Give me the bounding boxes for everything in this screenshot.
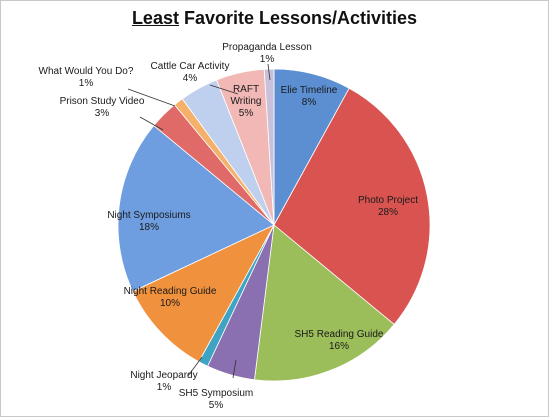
leader-line (127, 88, 176, 107)
pie-slice-propaganda-lesson (263, 68, 275, 226)
slice-percent: 18% (139, 222, 159, 233)
chart-title: Least Favorite Lessons/Activities (0, 8, 549, 29)
chart-title-emphasis: Least (131, 8, 179, 28)
slice-percent: 3% (95, 108, 110, 119)
slice-name: Writing (231, 96, 262, 107)
slice-name: Cattle Car Activity (151, 61, 230, 72)
slice-label: Night Symposiums 18% (107, 210, 190, 233)
slice-name: Photo Project (358, 195, 418, 206)
leader-line (139, 116, 164, 131)
leader-line (232, 359, 237, 379)
slice-percent: 1% (79, 78, 94, 89)
slice-name: Propaganda Lesson (222, 42, 312, 53)
slice-name: Night Jeopardy (130, 370, 197, 381)
slice-label: Prison Study Video 3% (60, 96, 145, 119)
chart-title-rest: Favorite Lessons/Activities (178, 8, 418, 28)
slice-label: Elie Timeline 8% (281, 85, 338, 108)
slice-percent: 4% (183, 73, 198, 84)
slice-label: What Would You Do? 1% (39, 66, 134, 89)
pie-slice-sh5-reading-guide (254, 224, 395, 382)
slice-percent: 5% (239, 108, 254, 119)
slice-label: Night Jeopardy 1% (130, 370, 197, 393)
slice-name: SH5 Reading Guide (295, 329, 384, 340)
slice-percent: 1% (157, 382, 172, 393)
slice-name: Night Symposiums (107, 210, 190, 221)
slice-name: RAFT (233, 84, 259, 95)
slice-percent: 1% (260, 54, 275, 65)
slice-name: Elie Timeline (281, 85, 338, 96)
pie-slice-photo-project (273, 87, 431, 326)
slice-label: Cattle Car Activity 4% (151, 61, 230, 84)
slice-label: Propaganda Lesson 1% (222, 42, 312, 65)
slice-percent: 8% (302, 97, 317, 108)
leader-line (187, 356, 203, 377)
pie-slice-night-reading-guide (132, 224, 275, 363)
slice-percent: 28% (378, 207, 398, 218)
slice-percent: 5% (209, 400, 224, 411)
leader-line (209, 84, 239, 95)
slice-name: SH5 Symposium (179, 388, 253, 399)
slice-label: Photo Project 28% (358, 195, 418, 218)
pie-slice-night-symposiums (117, 124, 275, 292)
slice-percent: 10% (160, 298, 180, 309)
slice-label: Night Reading Guide 10% (124, 286, 217, 309)
slice-label: SH5 Reading Guide 16% (295, 329, 384, 352)
leader-line (267, 63, 271, 81)
slice-name: What Would You Do? (39, 66, 134, 77)
slice-name: Prison Study Video (60, 96, 145, 107)
slice-label: SH5 Symposium 5% (179, 388, 253, 411)
slice-label: RAFT Writing 5% (231, 84, 262, 119)
slice-name: Night Reading Guide (124, 286, 217, 297)
slice-percent: 16% (329, 341, 349, 352)
